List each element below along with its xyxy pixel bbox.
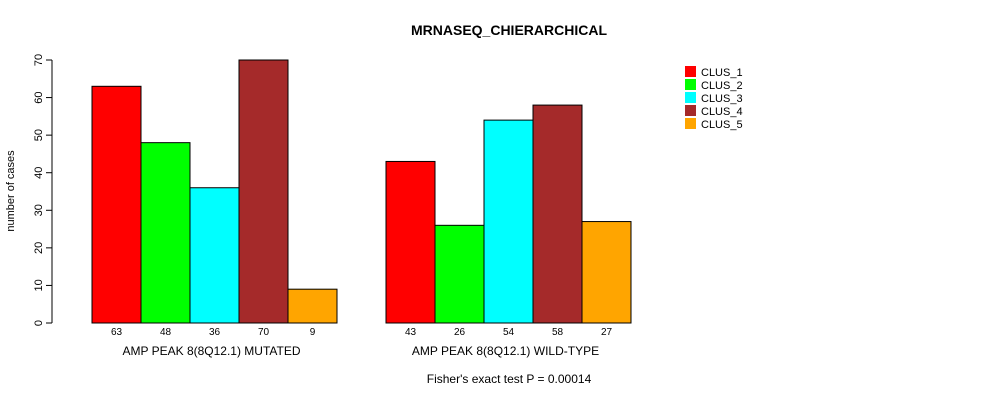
bar-count-label: 43 [405, 327, 417, 338]
bar-count-label: 63 [111, 327, 123, 338]
bar-clus-3 [189, 187, 240, 324]
bar-clus-5 [287, 288, 338, 324]
y-tick-label: 70 [33, 54, 45, 66]
bar-count-label: 26 [454, 327, 466, 338]
legend-swatch [685, 92, 696, 103]
legend-swatch [685, 105, 696, 116]
bar-count-label: 9 [310, 327, 316, 338]
group-label: AMP PEAK 8(8Q12.1) WILD-TYPE [412, 344, 599, 358]
bar-clus-1 [91, 85, 142, 324]
legend-swatch [685, 79, 696, 90]
bar-clus-4 [532, 104, 583, 324]
legend-label: CLUS_4 [701, 106, 743, 118]
bar-clus-3 [483, 119, 534, 324]
bar-count-label: 58 [552, 327, 564, 338]
bar-count-label: 54 [503, 327, 515, 338]
y-tick-label: 50 [33, 129, 45, 141]
chart-title: MRNASEQ_CHIERARCHICAL [411, 22, 607, 38]
y-tick-label: 60 [33, 91, 45, 103]
bar-count-label: 36 [209, 327, 221, 338]
bar-count-label: 48 [160, 327, 172, 338]
bar-clus-4 [238, 59, 289, 324]
y-tick-label: 0 [33, 320, 45, 326]
bar-count-label: 70 [258, 327, 270, 338]
fisher-test-note: Fisher's exact test P = 0.00014 [427, 372, 592, 386]
bars: 63 48 36 70 9 AMP PEAK 8(8Q12.1) MUTATED 43 26 5… [91, 59, 632, 358]
legend-swatch [685, 118, 696, 129]
y-tick-label: 20 [33, 242, 45, 254]
group-label: AMP PEAK 8(8Q12.1) MUTATED [122, 344, 300, 358]
legend-label: CLUS_1 [701, 67, 743, 79]
bar-clus-1 [385, 160, 436, 324]
y-axis-label: number of cases [5, 150, 17, 232]
legend-label: CLUS_3 [701, 93, 743, 105]
legend-label: CLUS_5 [701, 119, 743, 131]
y-axis: 0 10 20 30 40 50 60 70 [33, 54, 53, 326]
y-tick-label: 40 [33, 167, 45, 179]
bar-clus-2 [140, 142, 191, 324]
bar-clus-5 [581, 221, 632, 324]
legend-label: CLUS_2 [701, 80, 743, 92]
bar-clus-2 [434, 224, 485, 324]
y-tick-label: 30 [33, 204, 45, 216]
bar-count-label: 27 [601, 327, 613, 338]
y-tick-label: 10 [33, 279, 45, 291]
legend-swatch [685, 66, 696, 77]
